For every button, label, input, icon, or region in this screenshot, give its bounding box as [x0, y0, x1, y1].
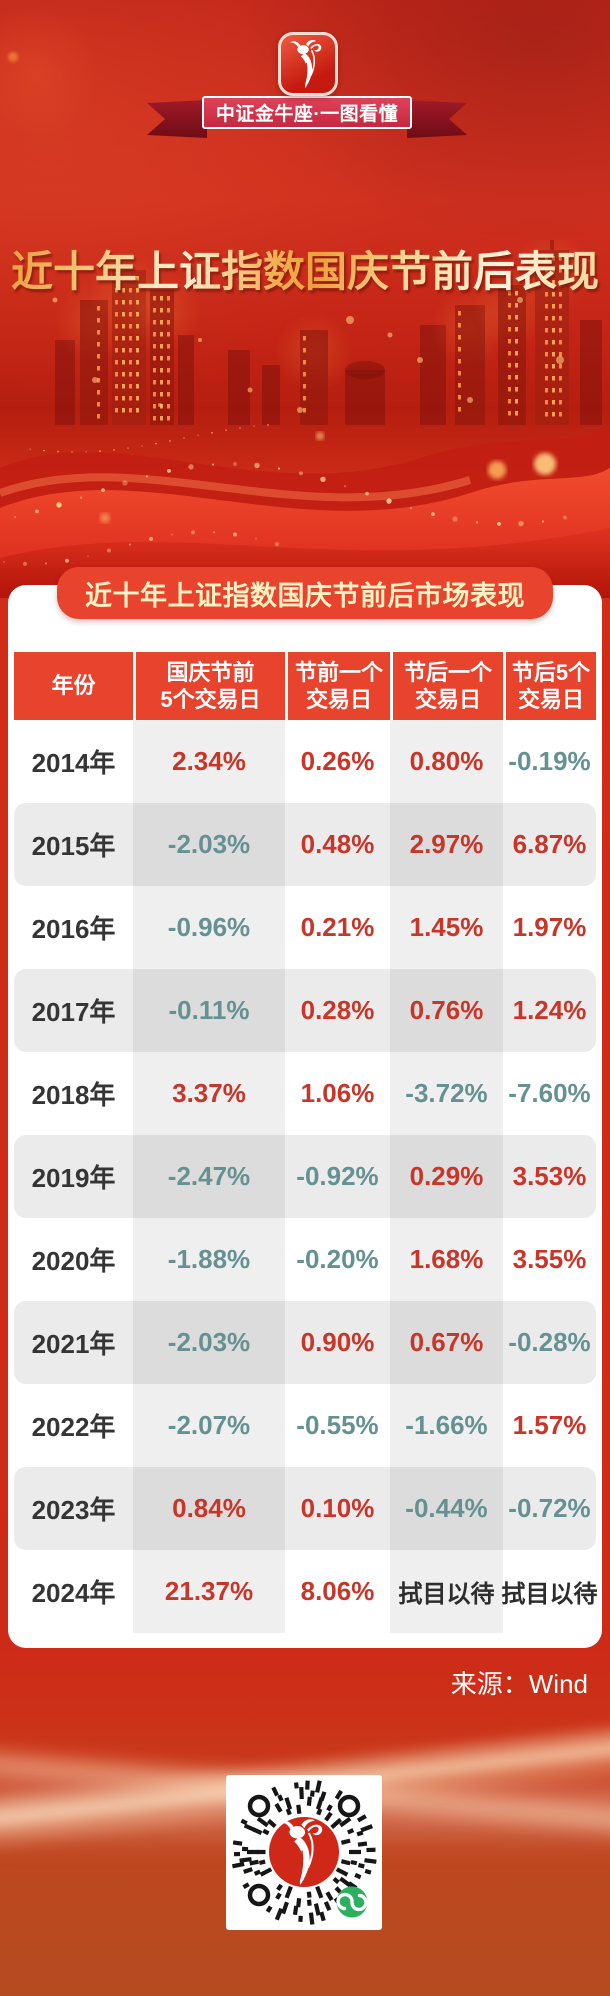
- value-cell: 8.06%: [300, 1576, 375, 1606]
- performance-table: 年份 国庆节前 5个交易日 节前一个 交易日 节后一个 交易日 节后5个: [14, 652, 598, 1633]
- value-cell: 0.67%: [409, 1327, 484, 1357]
- card-title-badge: 近十年上证指数国庆节前后市场表现: [57, 567, 553, 619]
- table-row: 2022年 -2.07% -0.55% -1.66% 1.57%: [14, 1384, 596, 1467]
- header-cell-post1: 节后一个 交易日: [390, 652, 503, 720]
- column-stripe: [390, 720, 503, 1633]
- value-cell: 2.34%: [172, 746, 246, 776]
- table-row: 2016年 -0.96% 0.21% 1.45% 1.97%: [14, 886, 596, 969]
- value-cell: 拭目以待: [398, 1581, 495, 1608]
- value-cell: 1.68%: [409, 1244, 484, 1274]
- year-cell: 2017年: [31, 997, 116, 1027]
- header-cell-pre1: 节前一个 交易日: [285, 652, 390, 720]
- year-cell: 2022年: [31, 1412, 116, 1442]
- value-cell: -2.03%: [167, 829, 251, 859]
- header-cell-pre5: 国庆节前 5个交易日: [133, 652, 285, 720]
- year-cell: 2014年: [31, 748, 116, 778]
- year-cell: 2016年: [31, 914, 116, 944]
- value-cell: 1.97%: [512, 912, 587, 942]
- wechat-mini-program-icon: [336, 1886, 368, 1918]
- value-cell: -0.20%: [296, 1244, 379, 1274]
- column-stripe: [133, 720, 285, 1633]
- value-cell: 0.80%: [409, 746, 484, 776]
- value-cell: 1.45%: [409, 912, 484, 942]
- year-cell: 2021年: [31, 1329, 116, 1359]
- value-cell: -0.96%: [167, 912, 251, 942]
- corner-glow: [0, 8, 100, 138]
- value-cell: 3.55%: [512, 1244, 587, 1274]
- city-skyline-graphic: [52, 240, 602, 425]
- value-cell: 21.37%: [164, 1576, 254, 1606]
- source-label: 来源：Wind: [450, 1669, 588, 1699]
- value-cell: -0.11%: [168, 995, 250, 1025]
- value-cell: 0.76%: [409, 995, 484, 1025]
- value-cell: 1.24%: [512, 995, 587, 1025]
- value-cell: 3.53%: [512, 1161, 587, 1191]
- table-row: 2023年 0.84% 0.10% -0.44% -0.72%: [14, 1467, 596, 1550]
- year-cell: 2015年: [31, 831, 116, 861]
- value-cell: 1.57%: [512, 1410, 587, 1440]
- table-row: 2020年 -1.88% -0.20% 1.68% 3.55%: [14, 1218, 596, 1301]
- year-cell: 2020年: [31, 1246, 116, 1276]
- spark-dot: [8, 52, 18, 62]
- header-cell-year: 年份: [14, 652, 133, 720]
- year-cell: 2023年: [31, 1495, 116, 1525]
- header-cell-post5: 节后5个 交易日: [503, 652, 596, 720]
- table-row: 2018年 3.37% 1.06% -3.72% -7.60%: [14, 1052, 596, 1135]
- value-cell: -2.07%: [167, 1410, 251, 1440]
- value-cell: -0.44%: [405, 1493, 488, 1523]
- ribbon-text: 中证金牛座·一图看懂: [215, 104, 399, 125]
- value-cell: -1.66%: [405, 1410, 488, 1440]
- table-row: 2019年 -2.47% -0.92% 0.29% 3.53%: [14, 1135, 596, 1218]
- table-header: 年份 国庆节前 5个交易日 节前一个 交易日 节后一个 交易日 节后5个: [14, 652, 596, 720]
- value-cell: -0.28%: [508, 1327, 591, 1357]
- value-cell: 0.48%: [300, 829, 375, 859]
- value-cell: 0.84%: [172, 1493, 246, 1523]
- value-cell: -0.55%: [296, 1410, 379, 1440]
- table-row: 2024年 21.37% 8.06% 拭目以待 拭目以待: [14, 1550, 598, 1633]
- table-row: 2014年 2.34% 0.26% 0.80% -0.19%: [14, 720, 596, 803]
- table-body: 2014年 2.34% 0.26% 0.80% -0.19% 2015年 -2.03% 0.4…: [14, 720, 598, 1633]
- value-cell: 2.97%: [409, 829, 484, 859]
- value-cell: -2.47%: [167, 1161, 251, 1191]
- card-title-text: 近十年上证指数国庆节前后市场表现: [85, 580, 525, 611]
- year-cell: 2018年: [31, 1080, 116, 1110]
- bull-icon: [289, 39, 323, 89]
- value-cell: 0.28%: [300, 995, 375, 1025]
- value-cell: 0.26%: [300, 746, 375, 776]
- table-row: 2017年 -0.11% 0.28% 0.76% 1.24%: [14, 969, 596, 1052]
- year-cell: 2024年: [31, 1578, 116, 1608]
- qr-code: [226, 1775, 382, 1930]
- value-cell: -2.03%: [167, 1327, 251, 1357]
- value-cell: 3.37%: [172, 1078, 246, 1108]
- value-cell: -7.60%: [508, 1078, 591, 1108]
- summary-card: 近十年上证指数国庆节前后市场表现 年份 国庆节前 5个交易日 节前一个 交易日 …: [8, 567, 602, 1648]
- value-cell: 1.06%: [300, 1078, 375, 1108]
- value-cell: -0.92%: [296, 1161, 379, 1191]
- year-cell: 2019年: [31, 1163, 116, 1193]
- value-cell: 0.90%: [300, 1327, 375, 1357]
- ribbon-banner: 中证金牛座·一图看懂: [202, 96, 412, 129]
- table-row: 2015年 -2.03% 0.48% 2.97% 6.87%: [14, 803, 596, 886]
- value-cell: -0.19%: [508, 746, 591, 776]
- value-cell: 拭目以待: [501, 1581, 598, 1608]
- value-cell: 6.87%: [512, 829, 587, 859]
- value-cell: 0.29%: [409, 1161, 484, 1191]
- table-row: 2021年 -2.03% 0.90% 0.67% -0.28%: [14, 1301, 596, 1384]
- value-cell: 0.21%: [300, 912, 375, 942]
- value-cell: -1.88%: [167, 1244, 251, 1274]
- value-cell: -0.72%: [508, 1493, 591, 1523]
- app-logo: [278, 32, 338, 96]
- value-cell: -3.72%: [405, 1078, 488, 1108]
- poster-title: 近十年上证指数国庆节前后表现: [0, 238, 610, 299]
- value-cell: 0.10%: [300, 1493, 375, 1523]
